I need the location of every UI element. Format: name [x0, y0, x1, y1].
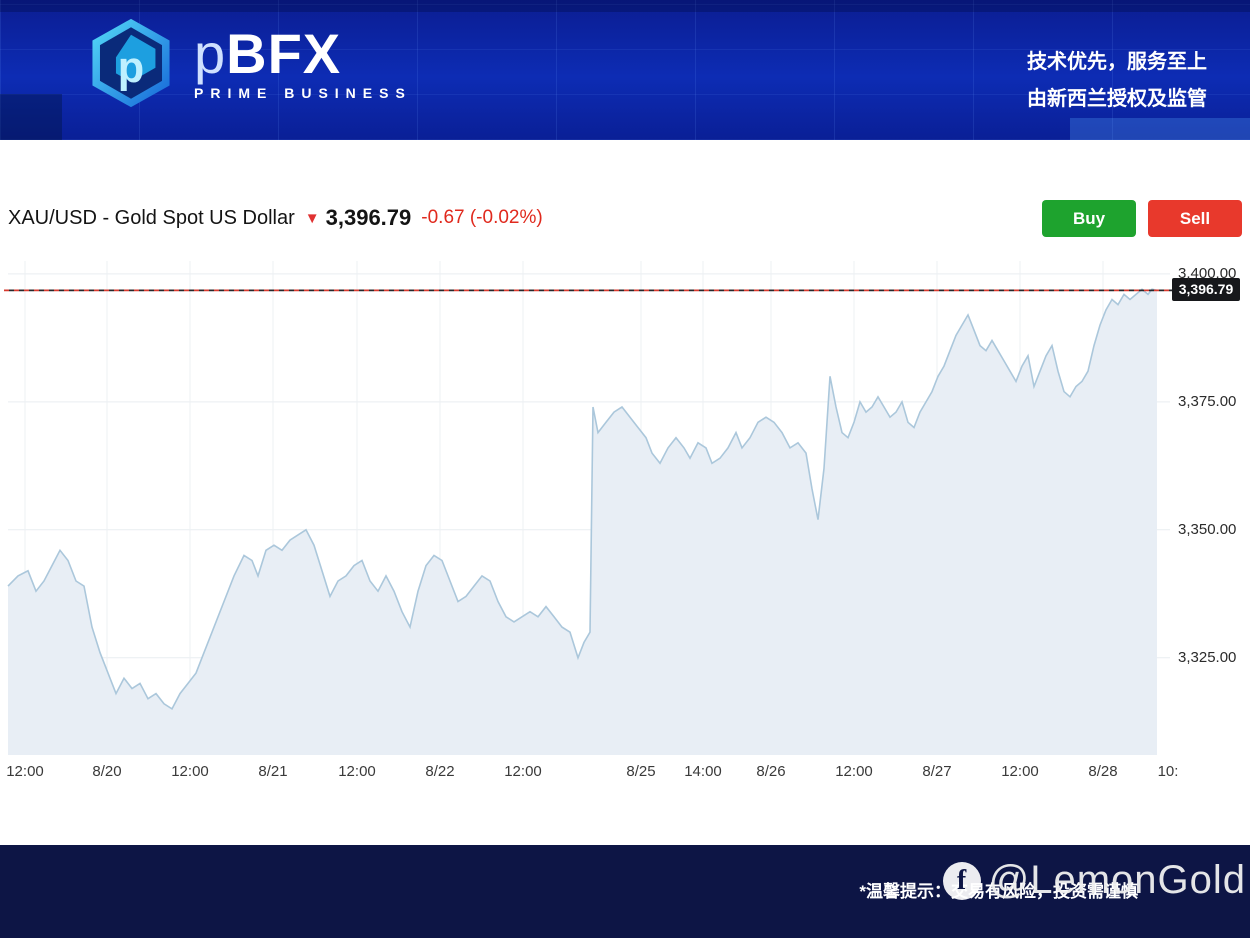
pbfx-hexagon-logo-icon: p [84, 16, 178, 110]
price-chart[interactable]: 3,396.79 3,400.00 3,375.00 3,350.00 3,325.0… [0, 255, 1250, 795]
x-axis-label: 8/26 [756, 763, 786, 780]
header-corner-decoration [0, 94, 62, 140]
x-axis-label: 8/28 [1088, 763, 1118, 780]
slogan-line-1: 技术优先，服务至上 [1027, 51, 1207, 73]
x-axis-label: 12:00 [6, 763, 44, 780]
y-axis-label: 3,375.00 [1178, 392, 1237, 410]
x-axis-label: 8/21 [258, 763, 288, 780]
footer: *温馨提示：交易有风险，投资需谨慎 f @LemonGold [0, 845, 1250, 938]
x-axis-label: 12:00 [338, 763, 376, 780]
watermark: f @LemonGold [942, 858, 1246, 903]
slogan-line-2: 由新西兰授权及监管 [1027, 88, 1207, 110]
trade-actions: Buy Sell [1042, 200, 1242, 237]
instrument-title: XAU/USD - Gold Spot US Dollar [8, 206, 295, 229]
header-bottom-band-decoration [1070, 118, 1250, 140]
brand-name-bfx: BFX [226, 22, 342, 85]
watermark-handle: @LemonGold [988, 858, 1246, 902]
brand-name-p: p [194, 22, 227, 85]
buy-button[interactable]: Buy [1042, 200, 1136, 237]
y-axis-label: 3,350.00 [1178, 520, 1237, 538]
header: p pBFX PRIME BUSINESS 技术优先，服务至上 由新西兰授权及监… [0, 0, 1250, 140]
current-price-badge: 3,396.79 [1172, 278, 1240, 302]
x-axis-label: 8/22 [425, 763, 455, 780]
disclaimer-text: *温馨提示：交易有风险，投资需谨慎 [859, 882, 1138, 901]
header-slogan: 技术优先，服务至上 由新西兰授权及监管 [1027, 44, 1207, 118]
price-down-arrow-icon: ▼ [304, 209, 320, 227]
x-axis-label: 8/27 [922, 763, 952, 780]
brand-tagline: PRIME BUSINESS [194, 85, 412, 101]
x-axis-label: 14:00 [684, 763, 722, 780]
svg-text:p: p [118, 44, 144, 92]
y-axis-label: 3,400.00 [1178, 264, 1237, 282]
x-axis-label: 12:00 [1001, 763, 1039, 780]
last-price: 3,396.79 [325, 205, 412, 230]
brand-name: pBFX [194, 25, 412, 83]
chart-canvas[interactable] [0, 255, 1250, 760]
x-axis-label: 12:00 [835, 763, 873, 780]
quote-header: XAU/USD - Gold Spot US Dollar ▼ 3,396.79… [8, 196, 543, 240]
x-axis-label: 12:00 [504, 763, 542, 780]
x-axis-label: 10: [1157, 763, 1179, 780]
price-change: -0.67 (-0.02%) [421, 207, 543, 228]
x-axis-label: 8/20 [92, 763, 122, 780]
header-top-strip-decoration [0, 0, 1250, 12]
sell-button[interactable]: Sell [1148, 200, 1242, 237]
y-axis-label: 3,325.00 [1178, 648, 1237, 666]
x-axis-label: 12:00 [171, 763, 209, 780]
x-axis-label: 8/25 [626, 763, 656, 780]
brand-wordmark: pBFX PRIME BUSINESS [194, 25, 412, 102]
facebook-icon: f [942, 861, 981, 900]
brand-logo: p pBFX PRIME BUSINESS [84, 16, 412, 110]
